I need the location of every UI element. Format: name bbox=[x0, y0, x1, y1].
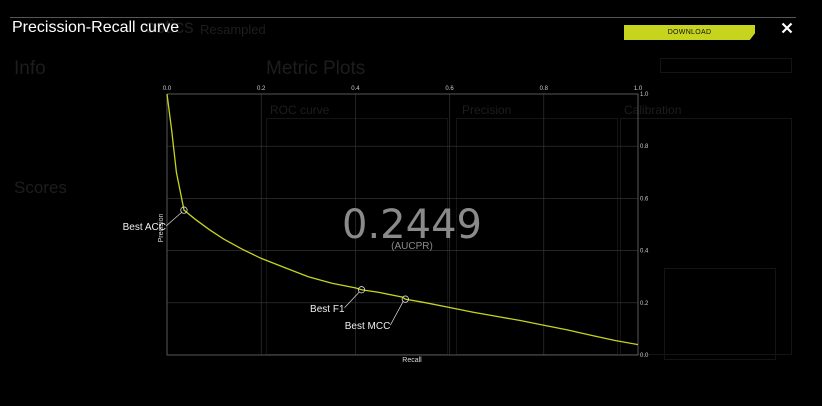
y-axis-label: Precision bbox=[158, 214, 165, 243]
threshold-marker bbox=[401, 295, 409, 303]
x-tick-label: 1.0 bbox=[634, 86, 643, 92]
y-tick-label: 1.0 bbox=[640, 92, 649, 98]
marker-leader-line bbox=[165, 211, 183, 227]
x-tick-label: 0.4 bbox=[351, 86, 360, 92]
aucpr-label: (AUCPR) bbox=[391, 241, 433, 252]
download-button[interactable]: DOWNLOAD bbox=[624, 25, 755, 40]
modal-title: Precission-Recall curve bbox=[12, 19, 180, 36]
x-tick-label: 0.8 bbox=[540, 86, 549, 92]
y-tick-label: 0.2 bbox=[640, 301, 649, 307]
bg-table bbox=[664, 268, 776, 360]
threshold-marker bbox=[357, 286, 366, 294]
x-tick-label: 0.2 bbox=[257, 86, 266, 92]
bg-metric-plots-heading: Metric Plots bbox=[266, 58, 366, 79]
plot-frame bbox=[166, 93, 639, 356]
bg-calibration-panel bbox=[620, 118, 792, 355]
x-axis-label: Recall bbox=[402, 357, 422, 364]
marker-label: Best F1 bbox=[310, 304, 345, 315]
bg-pr-panel bbox=[456, 118, 618, 355]
bg-action-button bbox=[660, 58, 792, 73]
x-tick-label: 0.6 bbox=[445, 86, 454, 92]
modal-top-border bbox=[10, 17, 796, 18]
pr-curve-line bbox=[166, 93, 639, 346]
aucpr-value: 0.2449 bbox=[342, 202, 482, 248]
bg-info-heading: Info bbox=[14, 58, 46, 79]
close-icon[interactable] bbox=[779, 20, 795, 36]
bg-title-suffix: Resampled bbox=[200, 22, 266, 37]
marker-leader-line bbox=[344, 291, 360, 308]
marker-label: Best MCC bbox=[345, 321, 391, 332]
bg-roc-label: ROC curve bbox=[270, 103, 330, 117]
y-tick-label: 0.0 bbox=[640, 353, 649, 359]
y-tick-labels: 0.0 0.2 0.4 0.6 0.8 1.0 bbox=[640, 92, 649, 359]
marker-leader-line bbox=[390, 300, 404, 326]
bg-title-fragment: ostics bbox=[145, 17, 194, 38]
y-tick-label: 0.8 bbox=[640, 144, 649, 150]
bg-roc-panel bbox=[266, 118, 448, 355]
y-tick-label: 0.6 bbox=[640, 196, 649, 202]
x-tick-label: 0.0 bbox=[163, 86, 172, 92]
marker-label: Best ACC bbox=[123, 222, 166, 233]
y-tick-label: 0.4 bbox=[640, 249, 649, 255]
bg-panel-label: Precision bbox=[462, 103, 512, 117]
bg-scores-heading: Scores bbox=[14, 178, 67, 197]
threshold-marker bbox=[180, 206, 188, 214]
x-tick-labels: 0.0 0.2 0.4 0.6 0.8 1.0 bbox=[163, 86, 643, 92]
